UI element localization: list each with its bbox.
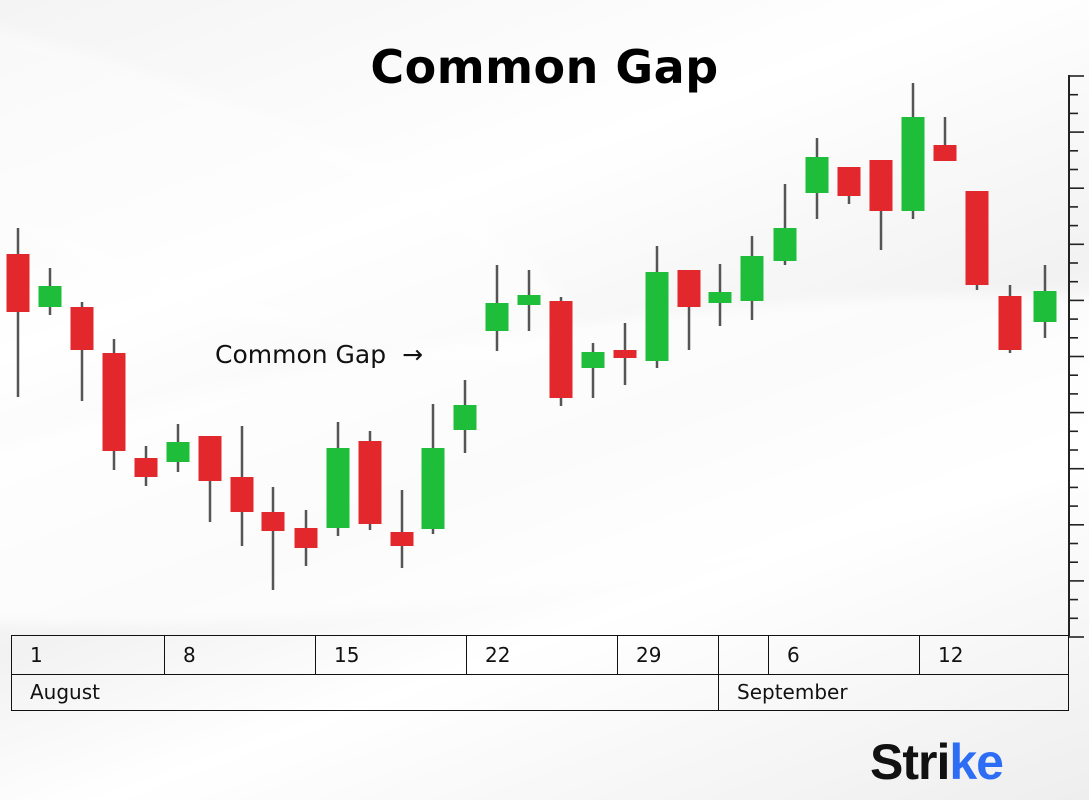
candle-bullish (421, 404, 445, 534)
candle-bullish (708, 264, 732, 326)
candle-body (421, 448, 445, 529)
candle-bullish (166, 424, 190, 472)
candle-bullish (805, 138, 829, 219)
candle-body (773, 228, 797, 261)
candle-bullish (581, 343, 605, 398)
candle-body (581, 352, 605, 368)
day-cell: 6 (769, 636, 920, 674)
candle-bearish (134, 446, 158, 486)
candle-body (166, 442, 190, 462)
candle-body (708, 292, 732, 303)
arrow-right-icon: → (402, 340, 424, 369)
candle-bullish (773, 184, 797, 265)
candle-bullish (485, 265, 509, 351)
candle-bearish (998, 285, 1022, 353)
candle-bearish (358, 431, 382, 530)
candle-bullish (517, 270, 541, 331)
candle-bearish (102, 339, 126, 470)
candle-body (1033, 291, 1057, 322)
candle-body (740, 256, 764, 301)
candle-bearish (261, 487, 285, 590)
candle-body (869, 160, 893, 211)
candle-bullish (740, 236, 764, 320)
candle-bearish (677, 270, 701, 350)
candle-body (805, 157, 829, 193)
logo-text: Stri (870, 734, 950, 790)
month-row: August September (12, 674, 1068, 711)
candle-body (134, 458, 158, 477)
day-cell (719, 636, 769, 674)
candle-bearish (230, 426, 254, 546)
day-cell: 1 (12, 636, 165, 674)
candle-body (837, 167, 861, 196)
candle-bearish (390, 490, 414, 568)
candle-body (901, 117, 925, 211)
day-cell: 8 (165, 636, 316, 674)
candle-bullish (645, 246, 669, 368)
candle-bearish (869, 160, 893, 250)
candle-body (38, 286, 62, 307)
candle-bearish (294, 510, 318, 566)
candle-body (453, 405, 477, 430)
candle-bearish (549, 297, 573, 406)
candle-bearish (6, 228, 30, 397)
day-cell: 22 (467, 636, 618, 674)
date-axis-table: 1 8 15 22 29 6 12 August September (11, 635, 1069, 711)
candle-bullish (453, 380, 477, 453)
month-cell: September (737, 680, 848, 704)
candle-body (965, 191, 989, 285)
candle-body (230, 477, 254, 512)
candle-body (6, 254, 30, 312)
candle-body (933, 145, 957, 161)
candle-body (198, 436, 222, 481)
candle-body (485, 303, 509, 331)
candle-bullish (901, 83, 925, 219)
day-row: 1 8 15 22 29 6 12 (12, 636, 1068, 675)
common-gap-annotation: Common Gap → (215, 340, 423, 369)
candle-body (549, 301, 573, 398)
candle-body (326, 448, 350, 528)
candle-bearish (70, 302, 94, 401)
candle-bearish (837, 167, 861, 204)
candle-body (390, 532, 414, 546)
day-cell: 29 (618, 636, 719, 674)
day-cell: 12 (938, 643, 964, 667)
chart-title: Common Gap (370, 40, 719, 94)
candle-body (358, 441, 382, 524)
annotation-label: Common Gap (215, 340, 387, 369)
candle-bullish (38, 268, 62, 315)
price-axis (1068, 75, 1084, 638)
candle-bearish (613, 323, 637, 385)
candle-bullish (1033, 265, 1057, 338)
candle-body (102, 353, 126, 451)
candle-bearish (933, 117, 957, 161)
candle-body (261, 512, 285, 531)
candle-body (613, 350, 637, 358)
logo-accent-text: ke (949, 734, 1004, 790)
candle-body (645, 272, 669, 361)
candle-body (998, 296, 1022, 350)
candle-body (677, 270, 701, 307)
candle-bearish (965, 191, 989, 290)
strike-logo: Strike (870, 733, 1004, 791)
candle-bearish (198, 436, 222, 522)
candle-body (294, 528, 318, 548)
candle-body (517, 295, 541, 305)
day-cell: 15 (316, 636, 467, 674)
candle-bullish (326, 422, 350, 536)
candle-body (70, 307, 94, 350)
candles-group (6, 83, 1057, 590)
month-cell: August (12, 674, 719, 711)
